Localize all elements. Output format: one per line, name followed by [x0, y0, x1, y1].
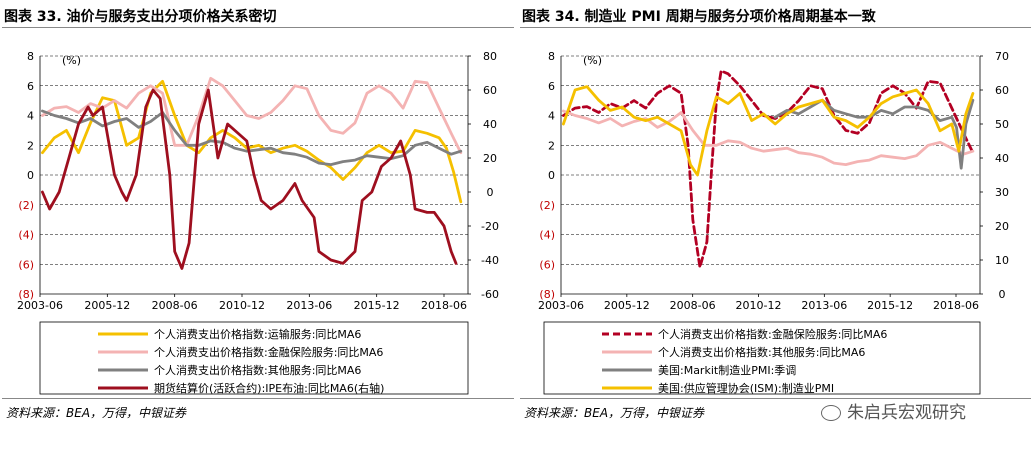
y-right-tick-label: 50 — [995, 118, 1009, 131]
series-line-2 — [41, 76, 463, 155]
y-left-tick-label: 6 — [27, 80, 34, 93]
x-tick-label: 2010-12 — [219, 299, 265, 312]
source-note: 资料来源：BEA，万得，中银证券 — [6, 406, 187, 420]
watermark: 朱启兵宏观研究 — [821, 398, 966, 423]
y-left-tick-label: (6) — [539, 258, 555, 271]
x-tick-label: 2005-12 — [84, 299, 130, 312]
legend-label: 个人消费支出价格指数:运输服务:同比MA6 — [154, 327, 361, 341]
chart-svg: (8) (6) (4) (2) 0 2 4 6 8 0 10 20 30 40 50 60 70 (%) 2003-… — [538, 50, 1009, 395]
y-left-tick-label: 2 — [27, 139, 34, 152]
x-tick-label: 2010-12 — [736, 299, 782, 312]
y-right-tick-label: 60 — [483, 84, 497, 97]
x-tick-label: 2015-12 — [354, 299, 400, 312]
y-right-tick-label: -40 — [481, 254, 499, 267]
y-left-tick-label: 4 — [27, 110, 34, 123]
y-left-tick-label: 0 — [548, 169, 555, 182]
chart-panel-oil: 图表 33. 油价与服务支出分项价格关系密切 (8) (6) (4) (2) 0 2 4 6 8… — [0, 0, 516, 458]
chart-title: 图表 33. 油价与服务支出分项价格关系密切 — [4, 9, 277, 25]
y-left-tick-label: 8 — [548, 50, 555, 63]
y-left-tick-label: (8) — [18, 288, 34, 301]
x-tick-label: 2005-12 — [604, 299, 650, 312]
legend-label: 期货结算价(活跃合约):IPE布油:同比MA6(右轴) — [154, 381, 384, 395]
y-right-tick-label: 80 — [483, 50, 497, 63]
source-rule — [2, 398, 514, 399]
y-left-tick-label: (8) — [539, 288, 555, 301]
legend-label: 美国:供应管理协会(ISM):制造业PMI — [658, 381, 834, 395]
x-tick-label: 2008-06 — [152, 299, 198, 312]
y-unit-label: (%) — [583, 54, 602, 67]
legend-label: 个人消费支出价格指数:其他服务:同比MA6 — [154, 363, 361, 377]
y-right-tick-label: 0 — [999, 288, 1006, 301]
y-left-tick-label: 4 — [548, 110, 555, 123]
y-right-tick-label: 20 — [483, 152, 497, 165]
x-tick-label: 2018-06 — [421, 299, 467, 312]
y-right-tick-label: 30 — [995, 186, 1009, 199]
title-rule — [2, 27, 514, 28]
y-right-tick-label: -60 — [481, 288, 499, 301]
series-line-1 — [562, 69, 975, 269]
x-tick-label: 2015-12 — [867, 299, 913, 312]
y-right-tick-label: 10 — [995, 254, 1009, 267]
title-rule — [520, 27, 1031, 28]
watermark-text: 朱启兵宏观研究 — [847, 403, 966, 423]
y-right-tick-label: 0 — [487, 186, 494, 199]
source-note: 资料来源：BEA，万得，中银证券 — [524, 406, 705, 420]
series-line-1 — [41, 79, 463, 204]
x-tick-label: 2003-06 — [538, 299, 584, 312]
legend-label: 个人消费支出价格指数:金融保险服务:同比MA6 — [154, 345, 383, 359]
x-tick-label: 2013-06 — [801, 299, 847, 312]
y-left-tick-label: (6) — [18, 258, 34, 271]
y-right-tick-label: -20 — [481, 220, 499, 233]
series-line-3 — [41, 109, 463, 167]
y-unit-label: (%) — [62, 54, 81, 67]
y-left-tick-label: (4) — [18, 229, 34, 242]
y-left-tick-label: 6 — [548, 80, 555, 93]
series-line-3 — [773, 98, 975, 170]
x-tick-label: 2003-06 — [17, 299, 63, 312]
y-left-tick-label: (4) — [539, 229, 555, 242]
y-left-tick-label: 2 — [548, 139, 555, 152]
y-right-tick-label: 70 — [995, 50, 1009, 63]
legend-label: 个人消费支出价格指数:金融保险服务:同比MA6 — [658, 327, 887, 341]
legend-label: 美国:Markit制造业PMI:季调 — [658, 363, 796, 377]
legend-label: 个人消费支出价格指数:其他服务:同比MA6 — [658, 345, 865, 359]
source-rule — [520, 398, 1031, 399]
y-right-tick-label: 40 — [995, 152, 1009, 165]
y-left-tick-label: (2) — [18, 199, 34, 212]
series-line-4 — [562, 85, 975, 177]
chart-panel-pmi: 图表 34. 制造业 PMI 周期与服务分项价格周期基本一致 (8) (6) (4)… — [518, 0, 1033, 458]
y-right-tick-label: 60 — [995, 84, 1009, 97]
series-line-2 — [562, 109, 975, 167]
x-tick-label: 2013-06 — [286, 299, 332, 312]
y-right-tick-label: 40 — [483, 118, 497, 131]
x-tick-label: 2018-06 — [933, 299, 979, 312]
x-tick-label: 2008-06 — [670, 299, 716, 312]
y-left-tick-label: (2) — [539, 199, 555, 212]
y-left-tick-label: 0 — [27, 169, 34, 182]
y-left-tick-label: 8 — [27, 50, 34, 63]
chart-svg: (8) (6) (4) (2) 0 2 4 6 8 -60 -40 -20 0 20 40 60 80 (%) 20… — [17, 50, 499, 395]
wechat-icon — [821, 405, 841, 421]
chart-title: 图表 34. 制造业 PMI 周期与服务分项价格周期基本一致 — [522, 9, 876, 25]
series-line-4 — [41, 88, 458, 270]
y-right-tick-label: 20 — [995, 220, 1009, 233]
